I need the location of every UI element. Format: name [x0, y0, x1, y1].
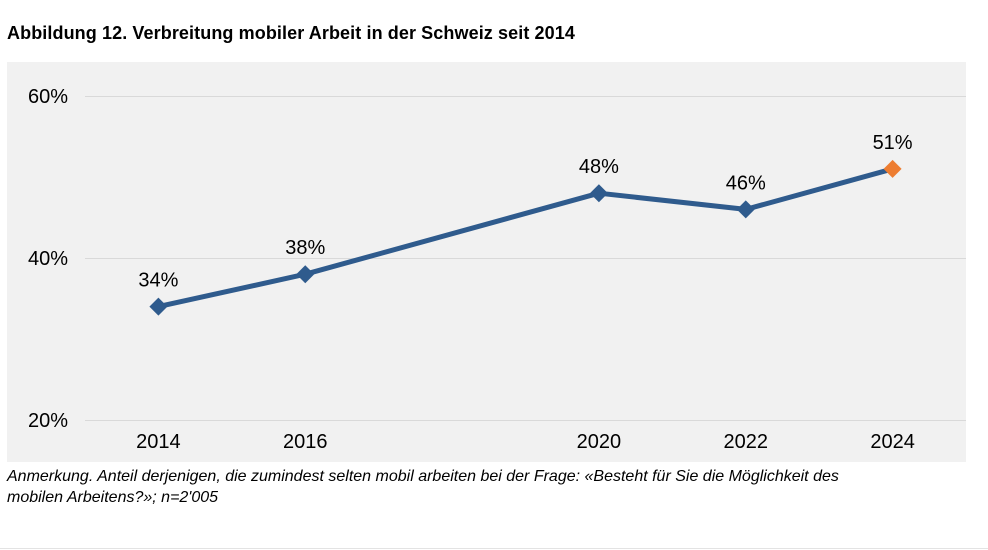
- x-axis-tick-label: 2022: [724, 431, 769, 453]
- y-axis-tick-label: 40%: [28, 248, 68, 270]
- y-axis-tick-label: 60%: [28, 86, 68, 108]
- line-chart: 20% 40% 60% 2014 2016 2020 2022 2024 34% 38% 48% 46…: [7, 62, 966, 462]
- note-line-2: mobilen Arbeitens?»; n=2'005: [7, 489, 219, 506]
- x-axis-tick-label: 2014: [136, 431, 181, 453]
- data-point-label: 48%: [579, 156, 619, 178]
- x-axis-tick-label: 2024: [870, 431, 915, 453]
- data-point-label: 38%: [285, 237, 325, 259]
- data-point-label: 46%: [726, 172, 766, 194]
- page-bottom-divider: [0, 548, 988, 549]
- figure-title: Abbildung 12. Verbreitung mobiler Arbeit…: [7, 23, 575, 43]
- figure-note: Anmerkung. Anteil derjenigen, die zumind…: [7, 466, 985, 508]
- x-axis-tick-label: 2020: [577, 431, 622, 453]
- y-axis-tick-label: 20%: [28, 410, 68, 432]
- data-point-marker: [296, 265, 315, 284]
- chart-canvas: 20% 40% 60% 2014 2016 2020 2022 2024 34% 38% 48% 46…: [28, 86, 966, 453]
- x-axis-tick-label: 2016: [283, 431, 328, 453]
- series-line: [155, 166, 896, 310]
- data-point-label: 51%: [873, 132, 913, 154]
- data-point-marker: [736, 200, 755, 219]
- data-point-marker: [589, 184, 608, 203]
- note-line-1: Anmerkung. Anteil derjenigen, die zumind…: [7, 468, 839, 485]
- data-point-label: 34%: [138, 270, 178, 292]
- data-point-marker-highlight: [883, 159, 902, 178]
- data-point-marker: [149, 297, 168, 316]
